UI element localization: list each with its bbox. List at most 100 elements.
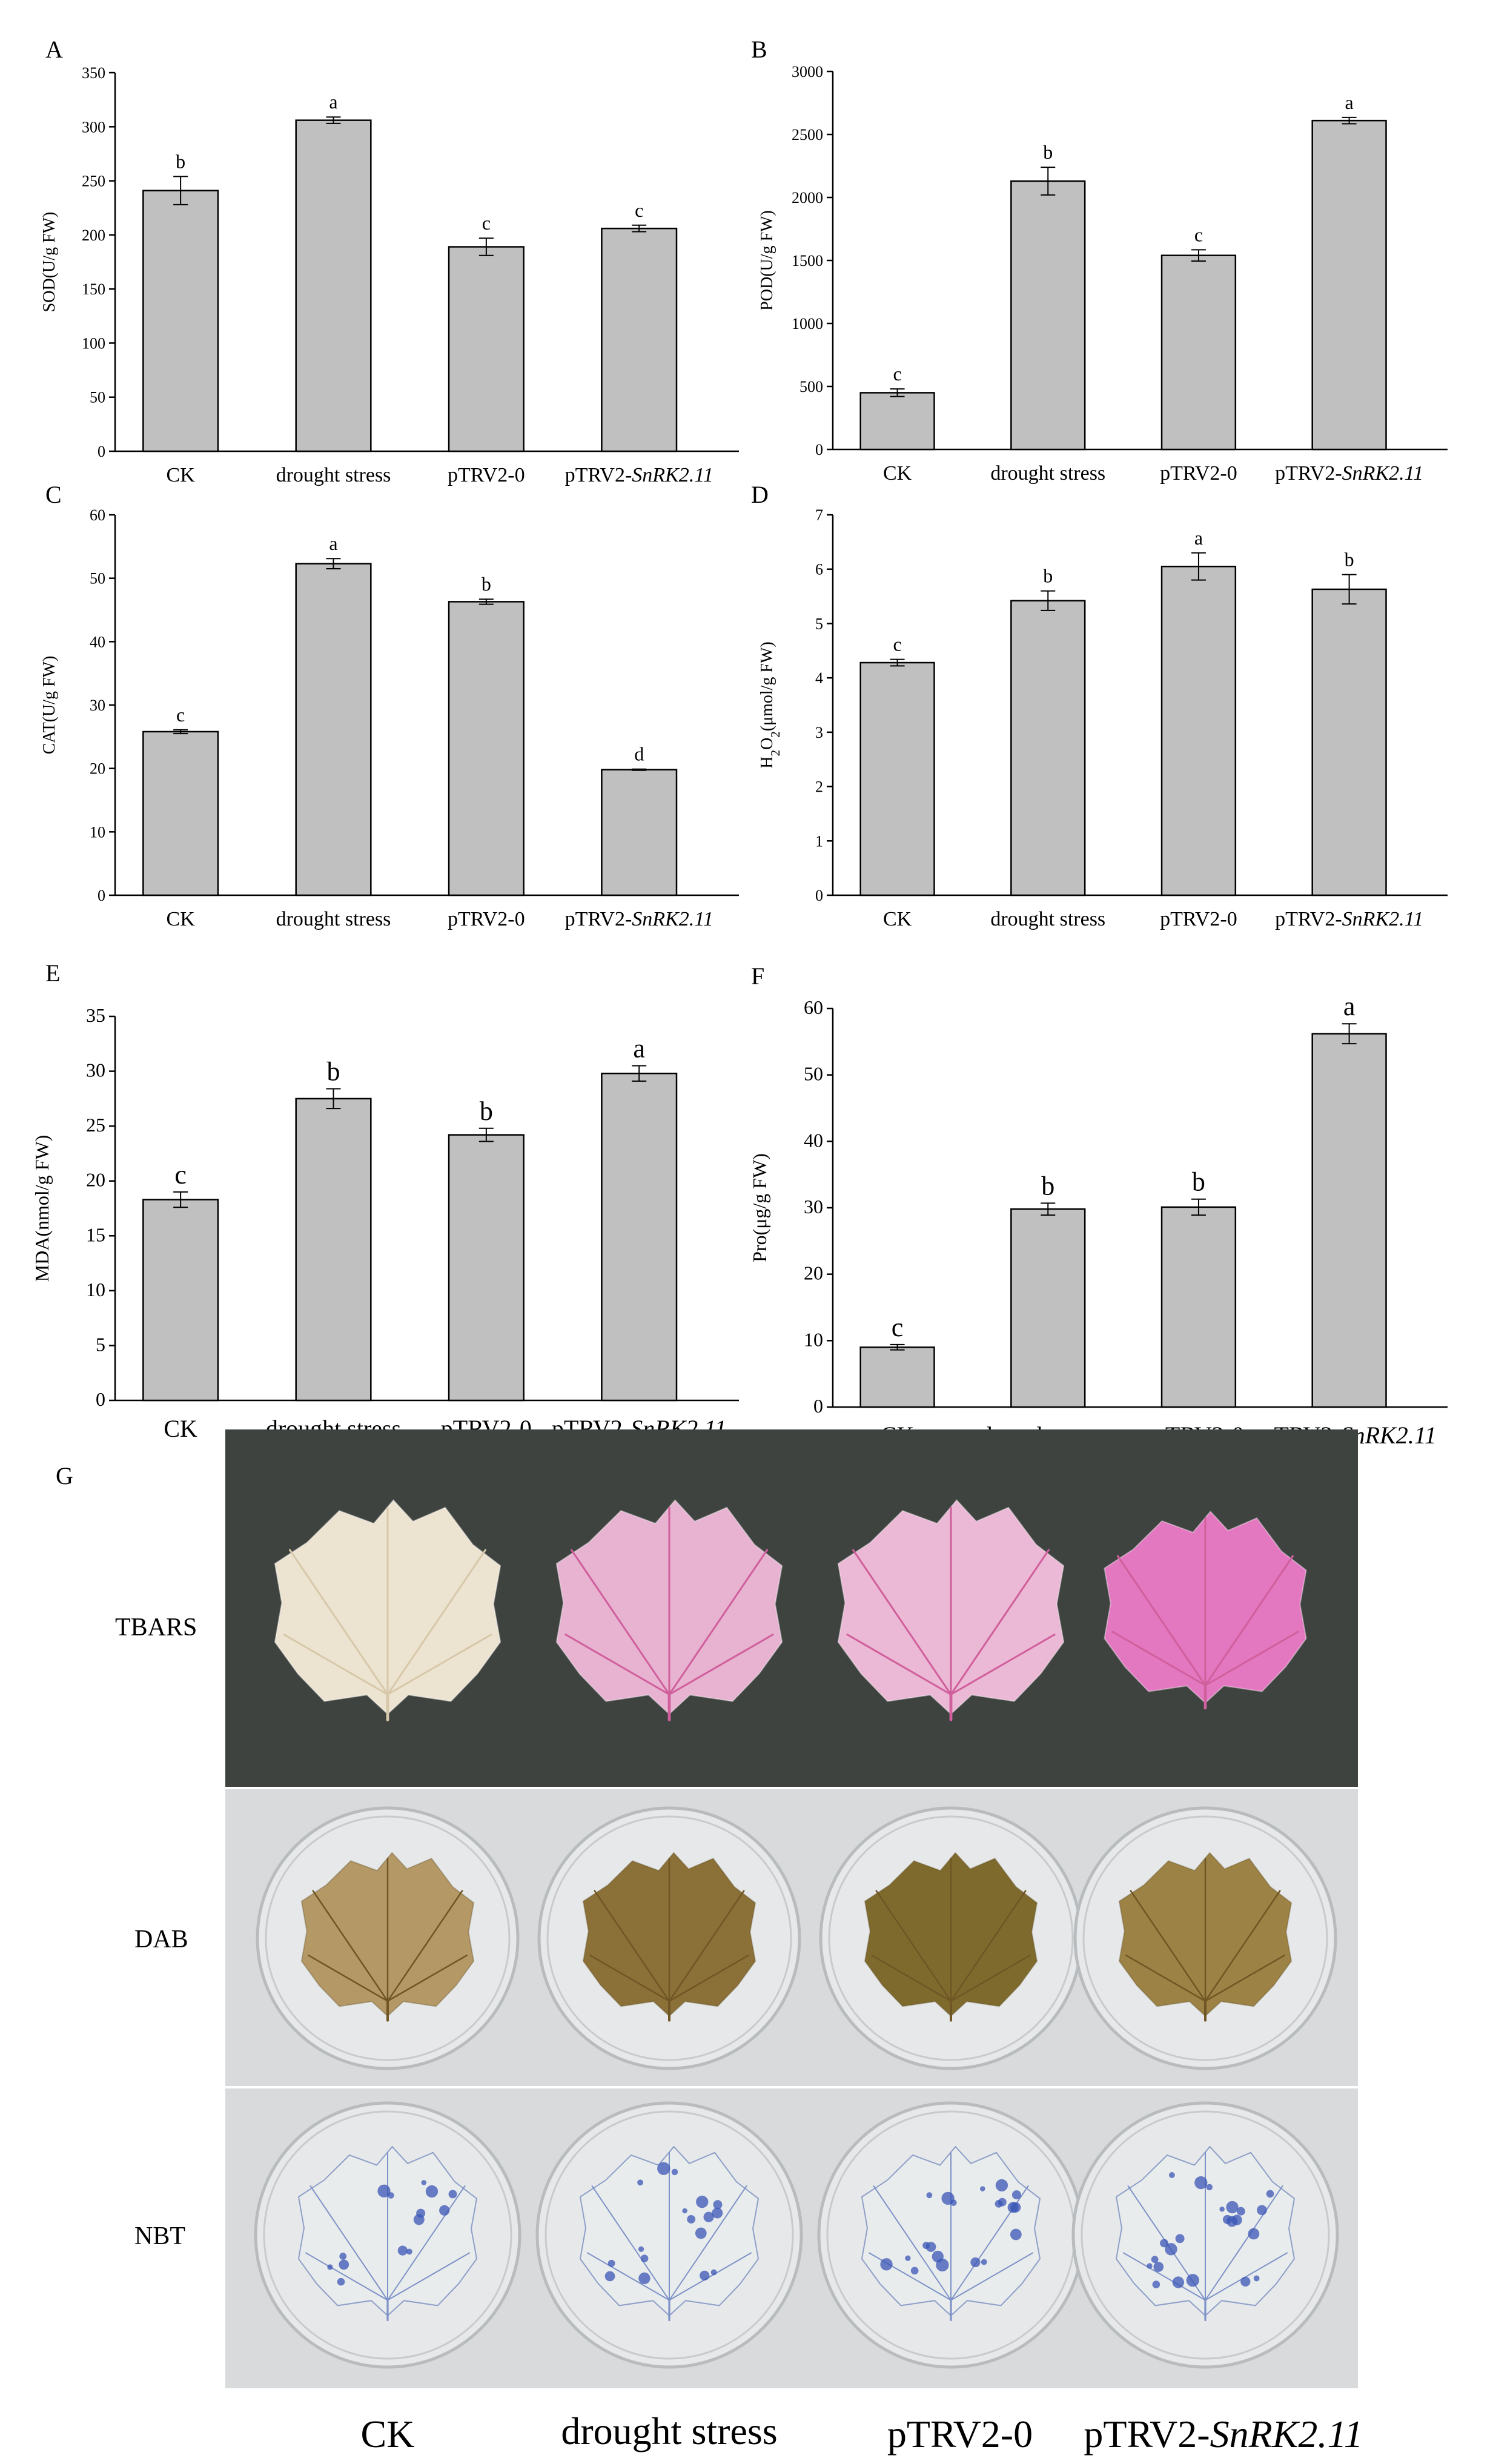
nbt-stain-spot	[413, 2214, 425, 2225]
nbt-stain-spot	[448, 2190, 457, 2199]
leaf-vein	[1125, 1955, 1207, 2002]
nbt-stain-spot	[640, 2254, 649, 2262]
y-tick-label: 0	[98, 443, 105, 460]
nbt-stain-spot	[1007, 2202, 1019, 2213]
nbt-stain-spot	[696, 2195, 709, 2208]
leaf-vein	[305, 2252, 388, 2301]
leaf-vein	[386, 1890, 463, 2002]
nbt-stain-spot	[327, 2264, 333, 2270]
panel-letter-f: F	[751, 962, 764, 990]
bar-1	[142, 1199, 219, 1402]
leaf-vein	[594, 1890, 670, 2002]
nbt-stain-spot	[713, 2200, 723, 2210]
y-tick-label: 150	[82, 280, 105, 298]
nbt-stain-spot	[910, 2267, 919, 2275]
nbt-stain-spot	[1194, 2176, 1208, 2190]
y-tick-label: 100	[82, 334, 105, 352]
significance-letter: c	[1194, 224, 1203, 245]
y-tick-label: 250	[82, 173, 105, 190]
leaf-vein	[668, 1634, 774, 1695]
category-label: pTRV2-0	[448, 464, 525, 486]
significance-letter: b	[327, 1057, 340, 1087]
leaf-vein	[386, 1634, 492, 1695]
row-label-dab: DAB	[134, 1926, 188, 1953]
y-tick-label: 5	[96, 1333, 105, 1355]
dab-dish-2	[537, 1806, 801, 2070]
nbt-stain-spot	[950, 2199, 957, 2206]
leaf-vein	[312, 1890, 389, 2002]
nbt-stain-spot	[657, 2162, 670, 2175]
nbt-stain-spot	[1248, 2228, 1260, 2240]
panel-letter-c: C	[45, 481, 62, 508]
nbt-stain-spot	[970, 2257, 981, 2268]
leaf-vein	[387, 2185, 466, 2301]
bar-1	[859, 661, 935, 896]
y-tick-label: 50	[90, 570, 105, 588]
nbt-stain-spot	[607, 2259, 615, 2267]
nbt-stain-spot	[1147, 2263, 1153, 2269]
leaf-vein	[1117, 1555, 1207, 1686]
significance-letter: c	[892, 1313, 904, 1342]
y-tick-label: 40	[90, 633, 105, 651]
bar-3	[448, 246, 525, 452]
nbt-stain-spot	[638, 2246, 644, 2252]
petri-dish-rim	[545, 2110, 794, 2360]
nbt-stain-spot	[1010, 2228, 1022, 2240]
leaf-vein	[846, 1634, 952, 1695]
y-tick-label: 6	[815, 561, 823, 578]
nbt-stain-spot	[1151, 2256, 1159, 2264]
nbt-stain-spot	[979, 2186, 985, 2191]
bar-3	[448, 1134, 525, 1402]
nbt-stain-spot	[880, 2258, 893, 2271]
y-tick-label: 300	[82, 118, 105, 136]
bar-3	[448, 601, 525, 896]
y-tick-label: 2500	[792, 126, 823, 144]
tbars-photo	[225, 1429, 1358, 1787]
nbt-stain-spot	[700, 2270, 710, 2281]
leaf-vein	[852, 1549, 952, 1695]
leaf-vein	[589, 1955, 670, 2002]
y-tick-label: 2000	[792, 189, 823, 207]
panel-letter-e: E	[45, 959, 60, 987]
leaf-vein	[1111, 1631, 1207, 1686]
leaf-vein	[289, 1549, 389, 1695]
leaf-vein	[386, 1955, 468, 2002]
significance-letter: d	[634, 743, 644, 765]
bar-3	[1160, 565, 1237, 896]
y-axis-label: Pro(μg/g FW)	[749, 1153, 770, 1262]
leaf-vein	[310, 2185, 388, 2301]
significance-letter: c	[893, 363, 901, 385]
category-label: CK	[167, 464, 196, 486]
category-label: pTRV2-0	[1160, 908, 1237, 930]
category-label: CK	[883, 908, 912, 930]
tbars-leaf-4	[1104, 1510, 1307, 1710]
nbt-stain-spot	[406, 2248, 412, 2255]
bar-1	[859, 392, 935, 451]
category-label: pTRV2-SnRK2.11	[1275, 908, 1423, 930]
nbt-stain-spot	[1165, 2243, 1177, 2256]
y-tick-label: 2	[815, 778, 823, 796]
y-tick-label: 50	[804, 1063, 823, 1085]
y-tick-label: 10	[90, 823, 105, 841]
leaf-vein	[1204, 1631, 1299, 1686]
leaf-vein	[308, 1955, 389, 2002]
leaf-vein	[587, 2252, 670, 2301]
significance-letter: a	[1194, 527, 1203, 549]
nbt-stain-spot	[981, 2259, 987, 2265]
leaf-vein	[950, 1549, 1050, 1695]
leaf-vein	[950, 1890, 1027, 2002]
significance-letter: b	[1043, 141, 1053, 163]
bar-2	[1010, 1208, 1086, 1408]
nbt-stain-spot	[905, 2255, 911, 2261]
bar-1	[142, 730, 219, 896]
bar-2	[295, 119, 372, 452]
nbt-stain-spot	[377, 2184, 391, 2197]
y-tick-label: 3	[815, 724, 823, 741]
nbt-stain-spot	[1153, 2262, 1164, 2272]
leaf-vein	[669, 2185, 747, 2301]
nbt-dish-4	[1071, 2101, 1339, 2369]
